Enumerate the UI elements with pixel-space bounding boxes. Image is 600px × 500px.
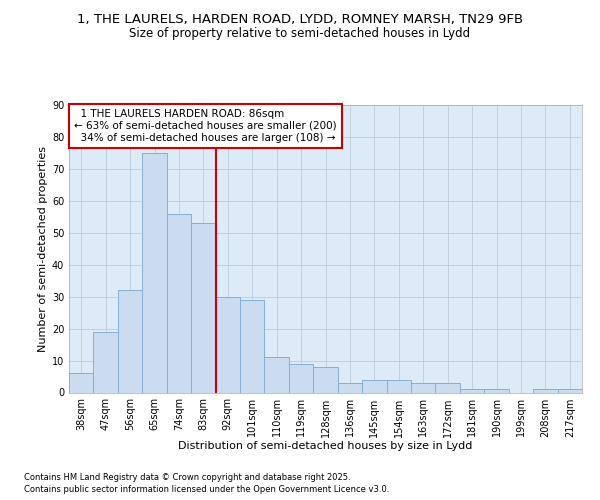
Bar (69, 374, 94, 392)
Text: 1, THE LAURELS, HARDEN ROAD, LYDD, ROMNEY MARSH, TN29 9FB: 1, THE LAURELS, HARDEN ROAD, LYDD, ROMNE… (77, 12, 523, 26)
Text: Contains HM Land Registry data © Crown copyright and database right 2025.: Contains HM Land Registry data © Crown c… (24, 472, 350, 482)
Bar (215, 296, 240, 392)
Bar (313, 367, 338, 392)
Bar (557, 390, 582, 392)
Text: Size of property relative to semi-detached houses in Lydd: Size of property relative to semi-detach… (130, 28, 470, 40)
Bar (118, 290, 142, 392)
Bar (411, 383, 436, 392)
Bar (240, 300, 265, 392)
Text: 1 THE LAURELS HARDEN ROAD: 86sqm
← 63% of semi-detached houses are smaller (200): 1 THE LAURELS HARDEN ROAD: 86sqm ← 63% o… (74, 110, 337, 142)
Bar (436, 383, 460, 392)
X-axis label: Distribution of semi-detached houses by size in Lydd: Distribution of semi-detached houses by … (178, 441, 473, 451)
Bar (265, 358, 289, 392)
Bar (338, 383, 362, 392)
Bar (460, 390, 484, 392)
Bar (484, 390, 509, 392)
Bar (386, 380, 411, 392)
Bar (142, 153, 167, 392)
Y-axis label: Number of semi-detached properties: Number of semi-detached properties (38, 146, 47, 352)
Bar (289, 364, 313, 392)
Text: Contains public sector information licensed under the Open Government Licence v3: Contains public sector information licen… (24, 485, 389, 494)
Bar (94, 332, 118, 392)
Bar (362, 380, 386, 392)
Bar (191, 223, 215, 392)
Bar (167, 214, 191, 392)
Bar (533, 390, 557, 392)
